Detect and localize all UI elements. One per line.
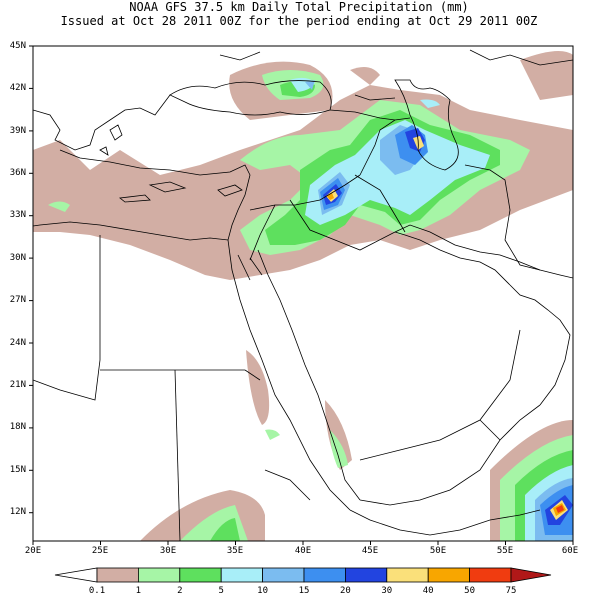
lat-label-15n: 15N — [9, 465, 26, 475]
lon-label-50e: 50E — [429, 546, 447, 556]
lat-label-24n: 24N — [9, 338, 26, 348]
colorbar-swatch — [179, 567, 222, 583]
colorbar-label: 5 — [218, 586, 224, 596]
colorbar-label: 1 — [135, 586, 142, 596]
colorbar-swatch — [469, 567, 512, 583]
colorbar — [54, 567, 552, 583]
colorbar-label: 30 — [381, 586, 393, 596]
colorbar-label: 40 — [422, 586, 434, 596]
colorbar-swatch — [137, 567, 181, 583]
lat-label-36n: 36N — [9, 168, 26, 178]
lon-label-55e: 55E — [496, 546, 514, 556]
colorbar-swatch — [386, 567, 429, 583]
lat-label-12n: 12N — [9, 507, 26, 517]
lon-label-40e: 40E — [294, 546, 312, 556]
lat-label-45n: 45N — [9, 41, 26, 51]
lat-label-33n: 33N — [9, 210, 26, 220]
lat-label-21n: 21N — [9, 380, 26, 390]
lon-label-45e: 45E — [361, 546, 379, 556]
chart-title-line1: NOAA GFS 37.5 km Daily Total Precipitati… — [129, 0, 469, 14]
colorbar-label: 75 — [505, 586, 517, 596]
colorbar-swatch — [220, 567, 263, 583]
colorbar-swatch — [344, 567, 388, 583]
lat-label-18n: 18N — [9, 422, 26, 432]
lon-label-30e: 30E — [159, 546, 177, 556]
colorbar-swatch — [427, 567, 471, 583]
lon-label-20e: 20E — [24, 546, 42, 556]
colorbar-label: 2 — [177, 586, 183, 596]
colorbar-label: 10 — [257, 586, 269, 596]
colorbar-label: 0.1 — [88, 586, 106, 596]
colorbar-label: 50 — [464, 586, 476, 596]
colorbar-swatch — [262, 567, 305, 583]
lon-label-60e: 60E — [561, 546, 579, 556]
lat-label-30n: 30N — [9, 253, 26, 263]
lon-label-35e: 35E — [226, 546, 244, 556]
lon-label-25e: 25E — [91, 546, 109, 556]
precipitation-shading — [33, 51, 573, 541]
lat-label-42n: 42N — [9, 83, 26, 93]
coastlines-and-borders — [33, 49, 573, 541]
axis-ticks — [29, 45, 574, 545]
colorbar-swatch — [303, 567, 346, 583]
colorbar-swatch — [96, 567, 139, 583]
colorbar-arrow-low — [54, 567, 98, 583]
colorbar-label: 15 — [298, 586, 310, 596]
chart-title-line2: Issued at Oct 28 2011 00Z for the period… — [60, 14, 538, 28]
lat-label-27n: 27N — [9, 295, 26, 305]
colorbar-label: 20 — [339, 586, 351, 596]
lat-label-39n: 39N — [9, 126, 26, 136]
colorbar-arrow-high — [510, 567, 552, 583]
